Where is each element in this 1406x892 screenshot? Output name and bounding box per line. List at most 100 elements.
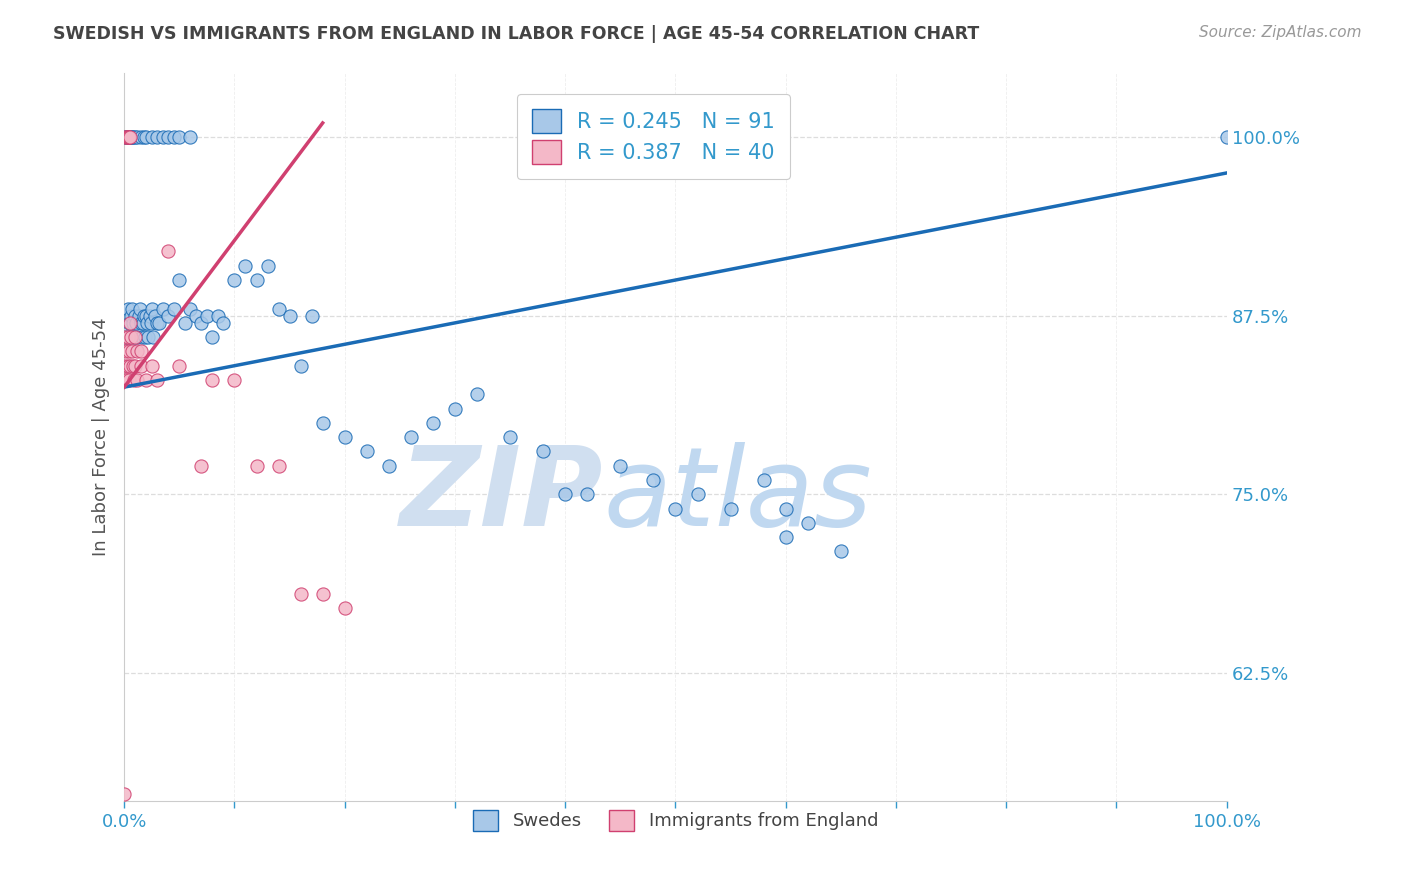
- Point: [122, 130, 145, 145]
- Point: [278, 309, 301, 323]
- Point: [531, 444, 554, 458]
- Point: [114, 130, 136, 145]
- Point: [554, 487, 576, 501]
- Point: [124, 309, 146, 323]
- Point: [465, 387, 488, 401]
- Point: [609, 458, 631, 473]
- Point: [127, 130, 149, 145]
- Point: [127, 373, 149, 387]
- Point: [301, 309, 323, 323]
- Point: [775, 530, 797, 544]
- Point: [422, 416, 444, 430]
- Point: [117, 130, 139, 145]
- Point: [201, 373, 224, 387]
- Point: [120, 309, 142, 323]
- Point: [128, 309, 150, 323]
- Point: [117, 330, 139, 344]
- Point: [576, 487, 599, 501]
- Point: [139, 316, 162, 330]
- Point: [169, 130, 191, 145]
- Point: [152, 130, 174, 145]
- Point: [138, 330, 160, 344]
- Point: [117, 130, 139, 145]
- Point: [118, 330, 141, 344]
- Point: [136, 316, 159, 330]
- Point: [118, 130, 141, 145]
- Point: [135, 130, 157, 145]
- Point: [201, 330, 224, 344]
- Point: [399, 430, 422, 444]
- Point: [117, 130, 139, 145]
- Point: [129, 130, 152, 145]
- Point: [121, 301, 143, 316]
- Point: [148, 316, 170, 330]
- Point: [117, 344, 139, 359]
- Point: [141, 301, 163, 316]
- Point: [128, 301, 150, 316]
- Point: [117, 359, 139, 373]
- Point: [333, 601, 356, 615]
- Point: [686, 487, 709, 501]
- Point: [115, 130, 138, 145]
- Point: [163, 301, 186, 316]
- Point: [141, 130, 163, 145]
- Text: atlas: atlas: [603, 442, 873, 549]
- Point: [267, 458, 290, 473]
- Point: [121, 130, 143, 145]
- Point: [124, 130, 146, 145]
- Point: [775, 501, 797, 516]
- Point: [235, 259, 257, 273]
- Point: [118, 130, 141, 145]
- Point: [114, 130, 136, 145]
- Point: [169, 359, 191, 373]
- Point: [138, 309, 160, 323]
- Point: [134, 330, 156, 344]
- Point: [117, 301, 139, 316]
- Point: [207, 309, 229, 323]
- Point: [152, 301, 174, 316]
- Point: [499, 430, 522, 444]
- Point: [127, 330, 149, 344]
- Point: [115, 130, 138, 145]
- Point: [290, 359, 312, 373]
- Point: [267, 301, 290, 316]
- Point: [135, 373, 157, 387]
- Point: [129, 359, 152, 373]
- Point: [146, 130, 169, 145]
- Point: [114, 359, 136, 373]
- Point: [212, 316, 235, 330]
- Point: [115, 330, 138, 344]
- Point: [117, 130, 139, 145]
- Point: [224, 373, 246, 387]
- Point: [311, 587, 333, 601]
- Point: [124, 359, 146, 373]
- Point: [114, 330, 136, 344]
- Point: [173, 316, 195, 330]
- Point: [143, 309, 166, 323]
- Point: [115, 373, 138, 387]
- Point: [190, 458, 212, 473]
- Point: [169, 273, 191, 287]
- Point: [664, 501, 686, 516]
- Point: [118, 316, 141, 330]
- Point: [224, 273, 246, 287]
- Point: [146, 373, 169, 387]
- Point: [245, 273, 267, 287]
- Point: [129, 344, 152, 359]
- Point: [179, 130, 201, 145]
- Legend: Swedes, Immigrants from England: Swedes, Immigrants from England: [464, 801, 887, 839]
- Point: [195, 309, 218, 323]
- Point: [179, 301, 201, 316]
- Point: [120, 330, 142, 344]
- Point: [125, 316, 148, 330]
- Point: [122, 359, 145, 373]
- Point: [444, 401, 467, 416]
- Point: [132, 309, 155, 323]
- Point: [163, 130, 186, 145]
- Point: [797, 516, 820, 530]
- Point: [290, 587, 312, 601]
- Point: [121, 344, 143, 359]
- Point: [115, 344, 138, 359]
- Point: [245, 458, 267, 473]
- Y-axis label: In Labor Force | Age 45-54: In Labor Force | Age 45-54: [93, 318, 110, 557]
